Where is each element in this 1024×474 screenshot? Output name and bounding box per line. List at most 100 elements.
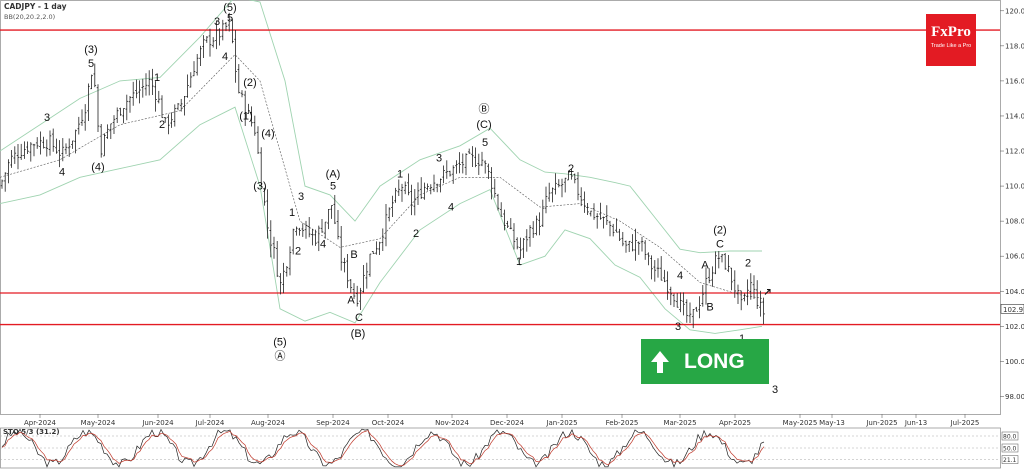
candle <box>746 279 749 305</box>
candle <box>564 178 567 193</box>
candle <box>577 172 580 200</box>
candle <box>84 104 87 131</box>
candle <box>282 263 285 293</box>
candle <box>689 303 692 324</box>
wave-label: Ⓑ <box>479 102 490 115</box>
candle <box>538 212 541 235</box>
candle <box>586 203 589 215</box>
candle <box>756 280 759 309</box>
signal-label: LONG <box>684 350 745 374</box>
candle <box>657 258 660 277</box>
candle <box>622 232 625 246</box>
candle <box>762 298 765 325</box>
long-signal-badge: LONG <box>641 339 769 384</box>
candle <box>158 91 161 103</box>
candle <box>558 179 561 187</box>
candle <box>490 167 493 199</box>
candle <box>266 189 269 238</box>
candle <box>686 299 689 322</box>
candle <box>305 221 308 239</box>
x-tick-label: May-2024 <box>81 419 116 427</box>
x-tick-label: Oct-2024 <box>372 419 405 427</box>
candle <box>455 160 458 174</box>
wave-label: A <box>347 295 355 307</box>
wave-label: B <box>350 249 357 261</box>
candle <box>186 75 189 98</box>
y-tick-label: 108.00 <box>1005 218 1024 226</box>
candle <box>142 79 145 98</box>
candle <box>52 129 55 152</box>
y-tick-label: 114.00 <box>1005 112 1024 120</box>
candle <box>46 139 49 156</box>
candle <box>737 285 740 304</box>
candle <box>641 237 644 252</box>
candle <box>692 309 695 328</box>
candle <box>465 153 468 175</box>
x-tick-label: May-2025 <box>783 419 818 427</box>
x-tick-label: Mar-2025 <box>663 419 696 427</box>
wave-label: 3 <box>436 153 442 165</box>
wave-label: 5 <box>482 137 488 149</box>
candle <box>257 126 260 154</box>
candle <box>542 200 545 227</box>
candle <box>449 171 452 177</box>
candle <box>663 270 666 282</box>
candle <box>426 184 429 191</box>
wave-label: 4 <box>222 51 228 63</box>
candle <box>321 219 324 233</box>
candle <box>401 184 404 202</box>
candle <box>33 144 36 156</box>
candle <box>343 258 346 272</box>
y-tick-label: 120.00 <box>1005 7 1024 15</box>
x-tick-label: Jul-2025 <box>950 419 980 427</box>
candle <box>679 292 682 312</box>
candle <box>366 263 369 289</box>
candle <box>398 179 401 196</box>
candle <box>110 124 113 139</box>
candle <box>7 159 10 183</box>
indicator-title: BB(20,20.2,2.0) <box>4 13 55 21</box>
x-tick-label: Sep-2024 <box>316 419 350 427</box>
candle <box>279 273 282 294</box>
candle <box>423 183 426 200</box>
candle <box>414 189 417 215</box>
candle <box>718 251 721 268</box>
candle <box>119 108 122 116</box>
x-tick-label: Feb-2025 <box>606 419 639 427</box>
candle <box>548 183 551 202</box>
candle <box>298 228 301 236</box>
wave-label: (4) <box>261 128 274 140</box>
candle <box>254 116 257 136</box>
x-tick-label: Apr-2024 <box>24 419 57 427</box>
candle <box>202 35 205 58</box>
candle <box>650 255 653 279</box>
candle <box>126 95 129 121</box>
candle <box>676 293 679 307</box>
y-tick-label: 112.00 <box>1005 148 1024 156</box>
candle <box>695 307 698 312</box>
y-tick-label: 100.00 <box>1005 358 1024 366</box>
candle <box>631 234 634 251</box>
candle <box>513 223 516 249</box>
candle <box>458 152 461 173</box>
y-tick-label: 106.00 <box>1005 253 1024 261</box>
candle <box>750 273 753 300</box>
candle <box>295 226 298 235</box>
candle <box>705 267 708 304</box>
wave-label: 3 <box>772 384 778 396</box>
wave-label: (B) <box>351 328 366 340</box>
candle <box>522 238 525 258</box>
x-tick-label: Jan-2025 <box>545 419 577 427</box>
candle <box>103 133 106 156</box>
candle <box>81 109 84 125</box>
x-tick-label: Jul-2024 <box>195 419 225 427</box>
wave-label: (C) <box>476 119 491 131</box>
candle <box>359 288 362 310</box>
wave-label: 3 <box>44 112 50 124</box>
x-tick-label: Dec-2024 <box>490 419 524 427</box>
candle <box>526 229 529 252</box>
wave-label: 1 <box>516 256 522 268</box>
candle <box>23 141 26 158</box>
wave-label: 4 <box>320 238 326 250</box>
candle <box>330 205 333 219</box>
